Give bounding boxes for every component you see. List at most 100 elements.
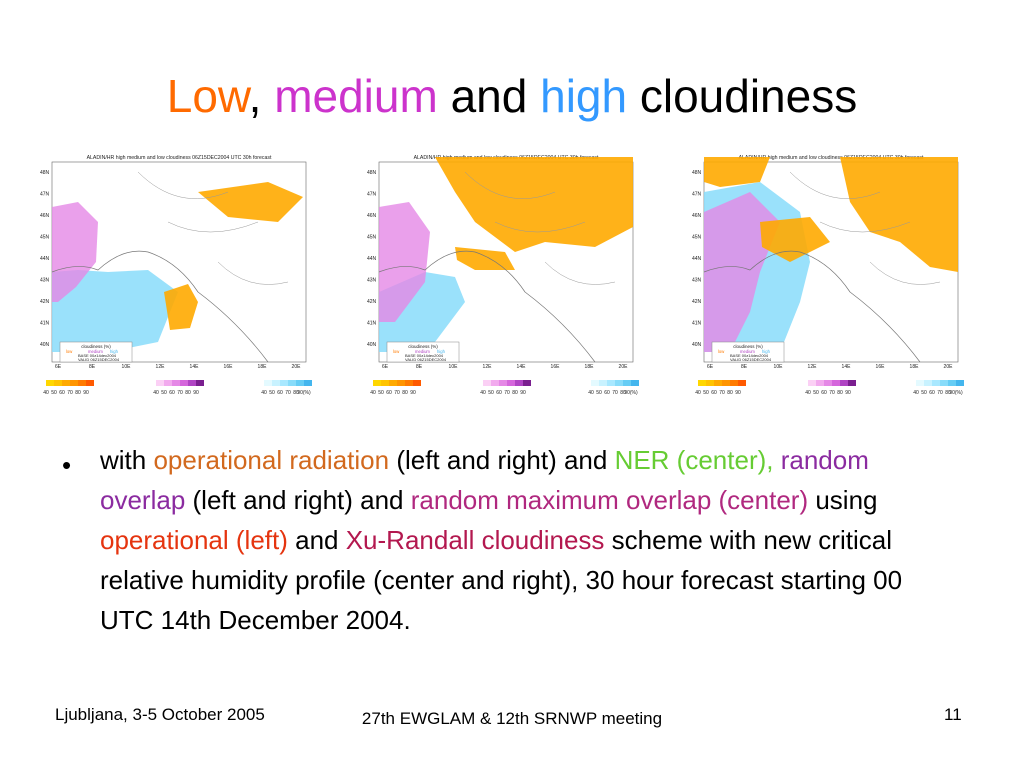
colorbar-label: 50 (161, 390, 167, 396)
low-cloud-area (760, 217, 830, 262)
legend-key: medium (415, 349, 430, 354)
longitude-label: 16E (551, 364, 561, 370)
legend-valid: VALID 06Z15DEC2004 (405, 357, 447, 362)
cloudiness-map: ALADIN/HR high medium and low cloudiness… (367, 155, 639, 396)
medium-colorbar-swatch (832, 380, 840, 386)
legend-key: high (110, 349, 119, 354)
colorbar-label: 80 (402, 390, 408, 396)
low-colorbar-swatch (714, 380, 722, 386)
longitude-label: 8E (741, 364, 748, 370)
low-cloud-area (704, 157, 770, 187)
legend-key: low (718, 349, 725, 354)
footer-meeting: 27th EWGLAM & 12th SRNWP meeting (361, 709, 663, 728)
colorbar-label: 60 (821, 390, 827, 396)
colorbar-label: 70 (937, 390, 943, 396)
longitude-label: 6E (382, 364, 389, 370)
longitude-label: 10E (774, 364, 784, 370)
colorbar-label: 90 (845, 390, 851, 396)
high-colorbar-swatch (272, 380, 280, 386)
colorbar-label: 60 (169, 390, 175, 396)
latitude-label: 47N (367, 192, 377, 198)
latitude-label: 43N (40, 278, 50, 284)
medium-colorbar-swatch (499, 380, 507, 386)
footer-location: Ljubljana, 3-5 October 2005 (55, 705, 265, 724)
colorbar-label: 50 (488, 390, 494, 396)
legend-key: high (437, 349, 446, 354)
map-panel-left: ALADIN/HR high medium and low cloudiness… (38, 152, 320, 404)
latitude-label: 48N (692, 170, 702, 176)
latitude-label: 46N (367, 213, 377, 219)
latitude-label: 45N (40, 235, 50, 241)
colorbar-label: 70 (719, 390, 725, 396)
latitude-label: 43N (692, 278, 702, 284)
longitude-label: 8E (89, 364, 96, 370)
longitude-label: 20E (292, 364, 302, 370)
longitude-label: 8E (416, 364, 423, 370)
legend-title: cloudiness (%) (733, 344, 763, 349)
medium-cloud-area (52, 202, 98, 302)
colorbar-label: 90(%) (297, 390, 311, 396)
bullet-part: using (808, 485, 878, 515)
low-colorbar-swatch (78, 380, 86, 386)
low-colorbar-swatch (698, 380, 706, 386)
legend-title: cloudiness (%) (408, 344, 438, 349)
low-cloud-area (164, 284, 198, 330)
medium-colorbar-swatch (507, 380, 515, 386)
latitude-label: 40N (692, 342, 702, 348)
colorbar-label: 70 (285, 390, 291, 396)
colorbar-label: 60 (386, 390, 392, 396)
map-header: ALADIN/HR high medium and low cloudiness… (87, 155, 272, 161)
longitude-label: 12E (808, 364, 818, 370)
legend-base: BASE 00z14dec2004 (78, 353, 117, 358)
medium-colorbar-swatch (164, 380, 172, 386)
colorbar-label: 60 (604, 390, 610, 396)
colorbar-label: 40 (805, 390, 811, 396)
cloud-layers (52, 182, 303, 352)
colorbar-label: 90 (83, 390, 89, 396)
latitude-label: 40N (367, 342, 377, 348)
colorbar-label: 70 (612, 390, 618, 396)
bullet-part: Xu-Randall cloudiness (345, 525, 605, 555)
colorbar-label: 60 (277, 390, 283, 396)
colorbar-label: 40 (153, 390, 159, 396)
low-colorbar-swatch (46, 380, 54, 386)
longitude-label: 12E (156, 364, 166, 370)
medium-colorbar-swatch (848, 380, 856, 386)
low-cloud-area (840, 157, 958, 272)
longitude-label: 10E (122, 364, 132, 370)
colorbar-label: 50 (921, 390, 927, 396)
latitude-label: 45N (692, 235, 702, 241)
colorbar-label: 70 (829, 390, 835, 396)
legend-base: BASE 00z14dec2004 (730, 353, 769, 358)
high-colorbar-swatch (932, 380, 940, 386)
colorbar-label: 70 (177, 390, 183, 396)
colorbar-label: 80 (512, 390, 518, 396)
colorbar-label: 80 (293, 390, 299, 396)
colorbar-label: 70 (394, 390, 400, 396)
colorbar-label: 50 (269, 390, 275, 396)
longitude-label: 14E (190, 364, 200, 370)
legend-key: high (762, 349, 771, 354)
longitude-label: 20E (944, 364, 954, 370)
low-colorbar-swatch (54, 380, 62, 386)
colorbar-label: 80 (837, 390, 843, 396)
medium-colorbar-swatch (816, 380, 824, 386)
low-colorbar-swatch (722, 380, 730, 386)
colorbar-label: 80 (727, 390, 733, 396)
coastline (51, 250, 269, 363)
colorbar-label: 40 (588, 390, 594, 396)
colorbar-label: 40 (43, 390, 49, 396)
longitude-label: 14E (842, 364, 852, 370)
low-colorbar-swatch (62, 380, 70, 386)
colorbar-label: 90 (193, 390, 199, 396)
high-colorbar-swatch (304, 380, 312, 386)
bullet-part: random overlap (100, 445, 869, 515)
colorbar-label: 60 (59, 390, 65, 396)
colorbar-label: 50 (378, 390, 384, 396)
legend-key: low (66, 349, 73, 354)
low-colorbar-swatch (738, 380, 746, 386)
high-colorbar-swatch (288, 380, 296, 386)
